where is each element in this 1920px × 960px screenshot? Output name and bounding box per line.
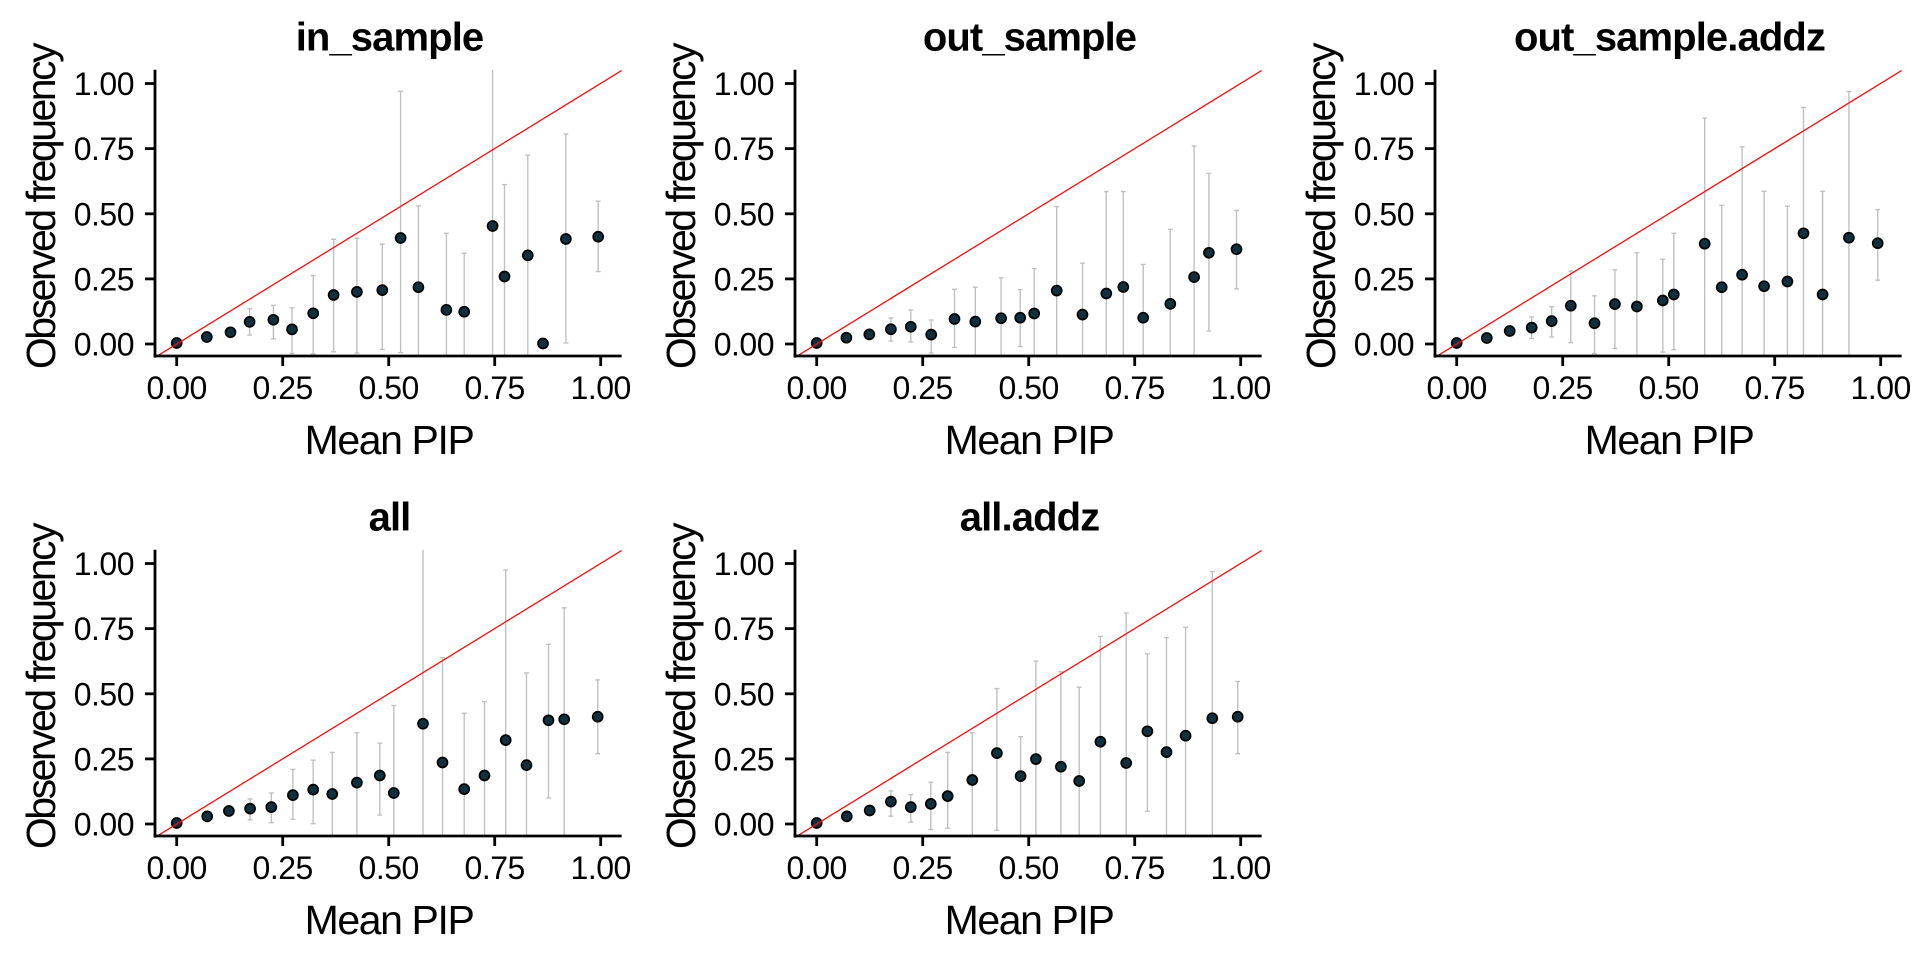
svg-text:0.25: 0.25: [893, 370, 953, 406]
svg-text:0.50: 0.50: [359, 850, 419, 886]
svg-text:0.25: 0.25: [253, 850, 313, 886]
svg-text:1.00: 1.00: [571, 370, 631, 406]
svg-text:0.25: 0.25: [893, 850, 953, 886]
svg-text:0.75: 0.75: [74, 611, 134, 647]
svg-text:Observed frequency: Observed frequency: [1298, 42, 1344, 369]
svg-text:1.00: 1.00: [74, 546, 134, 582]
svg-text:0.00: 0.00: [714, 807, 774, 843]
svg-text:all: all: [369, 496, 411, 540]
svg-text:all.addz: all.addz: [960, 496, 1100, 540]
svg-text:1.00: 1.00: [1211, 370, 1271, 406]
svg-text:1.00: 1.00: [1354, 66, 1414, 102]
svg-text:1.00: 1.00: [714, 546, 774, 582]
svg-text:0.25: 0.25: [74, 262, 134, 298]
svg-text:out_sample.addz: out_sample.addz: [1514, 16, 1825, 60]
svg-text:out_sample: out_sample: [923, 16, 1136, 60]
svg-text:0.25: 0.25: [253, 370, 313, 406]
svg-text:Observed frequency: Observed frequency: [658, 522, 704, 849]
svg-text:0.25: 0.25: [74, 742, 134, 778]
svg-text:0.25: 0.25: [714, 262, 774, 298]
svg-text:1.00: 1.00: [714, 66, 774, 102]
svg-text:0.75: 0.75: [714, 611, 774, 647]
svg-text:0.25: 0.25: [1533, 370, 1593, 406]
svg-text:1.00: 1.00: [571, 850, 631, 886]
svg-text:0.00: 0.00: [74, 807, 134, 843]
svg-text:0.50: 0.50: [999, 370, 1059, 406]
svg-text:0.00: 0.00: [787, 850, 847, 886]
svg-text:Mean PIP: Mean PIP: [1585, 417, 1754, 463]
svg-text:Mean PIP: Mean PIP: [305, 897, 474, 943]
svg-text:Mean PIP: Mean PIP: [945, 417, 1114, 463]
svg-text:0.75: 0.75: [714, 131, 774, 167]
svg-text:0.00: 0.00: [147, 850, 207, 886]
svg-text:0.50: 0.50: [714, 676, 774, 712]
svg-text:0.25: 0.25: [1354, 262, 1414, 298]
svg-text:0.50: 0.50: [74, 676, 134, 712]
svg-text:0.75: 0.75: [1745, 370, 1805, 406]
svg-text:Mean PIP: Mean PIP: [945, 897, 1114, 943]
svg-text:0.50: 0.50: [1639, 370, 1699, 406]
svg-text:0.50: 0.50: [714, 196, 774, 232]
svg-text:0.00: 0.00: [74, 327, 134, 363]
svg-text:0.50: 0.50: [999, 850, 1059, 886]
svg-text:1.00: 1.00: [1851, 370, 1911, 406]
svg-text:1.00: 1.00: [1211, 850, 1271, 886]
svg-text:Observed frequency: Observed frequency: [18, 522, 64, 849]
svg-text:0.00: 0.00: [147, 370, 207, 406]
svg-text:Observed frequency: Observed frequency: [18, 42, 64, 369]
svg-text:0.50: 0.50: [1354, 196, 1414, 232]
svg-text:0.00: 0.00: [1427, 370, 1487, 406]
svg-text:Mean PIP: Mean PIP: [305, 417, 474, 463]
svg-text:0.75: 0.75: [74, 131, 134, 167]
svg-text:0.75: 0.75: [465, 850, 525, 886]
svg-text:0.50: 0.50: [359, 370, 419, 406]
svg-text:1.00: 1.00: [74, 66, 134, 102]
svg-text:in_sample: in_sample: [296, 16, 484, 60]
svg-text:0.00: 0.00: [714, 327, 774, 363]
svg-text:0.00: 0.00: [787, 370, 847, 406]
svg-text:0.25: 0.25: [714, 742, 774, 778]
svg-text:Observed frequency: Observed frequency: [658, 42, 704, 369]
svg-text:0.75: 0.75: [1354, 131, 1414, 167]
svg-text:0.75: 0.75: [465, 370, 525, 406]
svg-text:0.75: 0.75: [1105, 370, 1165, 406]
svg-text:0.00: 0.00: [1354, 327, 1414, 363]
svg-text:0.50: 0.50: [74, 196, 134, 232]
svg-text:0.75: 0.75: [1105, 850, 1165, 886]
